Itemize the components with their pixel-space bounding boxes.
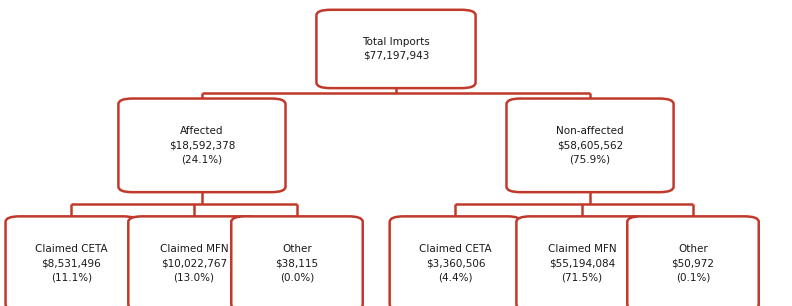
FancyBboxPatch shape: [390, 216, 521, 306]
FancyBboxPatch shape: [128, 216, 260, 306]
FancyBboxPatch shape: [516, 216, 648, 306]
Text: Claimed CETA
$8,531,496
(11.1%): Claimed CETA $8,531,496 (11.1%): [35, 244, 108, 282]
FancyBboxPatch shape: [317, 10, 475, 88]
FancyBboxPatch shape: [119, 99, 286, 192]
Text: Other
$38,115
(0.0%): Other $38,115 (0.0%): [276, 244, 318, 282]
Text: Claimed CETA
$3,360,506
(4.4%): Claimed CETA $3,360,506 (4.4%): [419, 244, 492, 282]
FancyBboxPatch shape: [627, 216, 759, 306]
FancyBboxPatch shape: [507, 99, 673, 192]
FancyBboxPatch shape: [6, 216, 137, 306]
FancyBboxPatch shape: [231, 216, 363, 306]
Text: Total Imports
$77,197,943: Total Imports $77,197,943: [362, 37, 430, 61]
Text: Claimed MFN
$55,194,084
(71.5%): Claimed MFN $55,194,084 (71.5%): [548, 244, 616, 282]
Text: Claimed MFN
$10,022,767
(13.0%): Claimed MFN $10,022,767 (13.0%): [160, 244, 228, 282]
Text: Non-affected
$58,605,562
(75.9%): Non-affected $58,605,562 (75.9%): [556, 126, 624, 164]
Text: Affected
$18,592,378
(24.1%): Affected $18,592,378 (24.1%): [169, 126, 235, 164]
Text: Other
$50,972
(0.1%): Other $50,972 (0.1%): [672, 244, 714, 282]
